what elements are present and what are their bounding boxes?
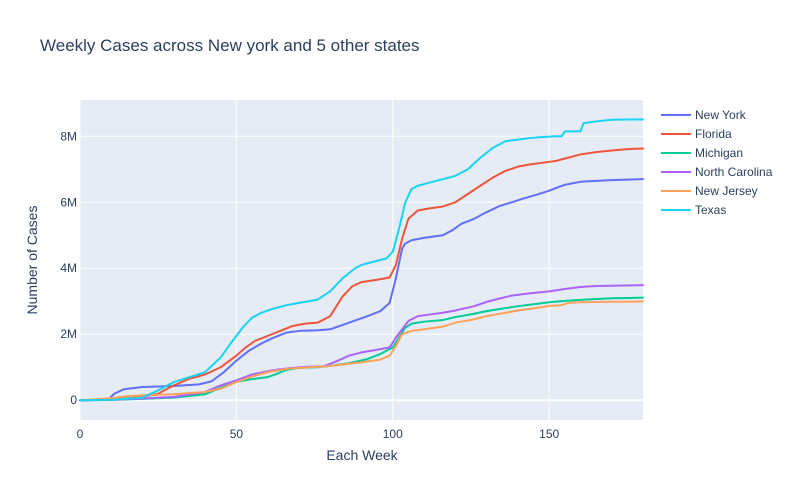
x-tick-label: 50: [230, 427, 244, 441]
legend[interactable]: New York Florida Michigan North Carolina New…: [661, 108, 773, 217]
series-lines: [79, 118, 644, 402]
y-tick-label: 2M: [60, 327, 77, 341]
legend-item-florida[interactable]: Florida: [661, 127, 732, 141]
y-axis-title: Number of Cases: [24, 206, 40, 315]
series-line-florida[interactable]: [79, 147, 644, 402]
gridlines: [79, 100, 643, 420]
y-tick-label: 0: [70, 393, 77, 407]
legend-item-texas[interactable]: Texas: [661, 203, 726, 217]
legend-label: North Carolina: [695, 165, 773, 179]
series-line-north-carolina[interactable]: [79, 284, 644, 402]
x-tick-label: 100: [383, 427, 403, 441]
axis-ticks: 0 50 100 150 0 2M 4M 6M 8M: [60, 129, 559, 441]
plot-area: [80, 100, 643, 420]
y-tick-label: 8M: [60, 129, 77, 143]
chart-title: Weekly Cases across New york and 5 other…: [40, 36, 420, 55]
legend-label: New York: [695, 108, 747, 122]
legend-item-new-york[interactable]: New York: [661, 108, 747, 122]
x-tick-label: 150: [539, 427, 559, 441]
series-line-texas[interactable]: [79, 118, 644, 402]
legend-item-michigan[interactable]: Michigan: [661, 146, 743, 160]
series-line-new-york[interactable]: [79, 178, 644, 402]
y-tick-label: 4M: [60, 261, 77, 275]
legend-label: Florida: [695, 127, 732, 141]
legend-item-new-jersey[interactable]: New Jersey: [661, 184, 758, 198]
legend-label: Texas: [695, 203, 726, 217]
legend-label: Michigan: [695, 146, 743, 160]
y-tick-label: 6M: [60, 195, 77, 209]
legend-item-north-carolina[interactable]: North Carolina: [661, 165, 773, 179]
series-line-new-jersey[interactable]: [79, 300, 644, 402]
x-axis-title: Each Week: [326, 447, 398, 463]
legend-label: New Jersey: [695, 184, 758, 198]
x-tick-label: 0: [77, 427, 84, 441]
